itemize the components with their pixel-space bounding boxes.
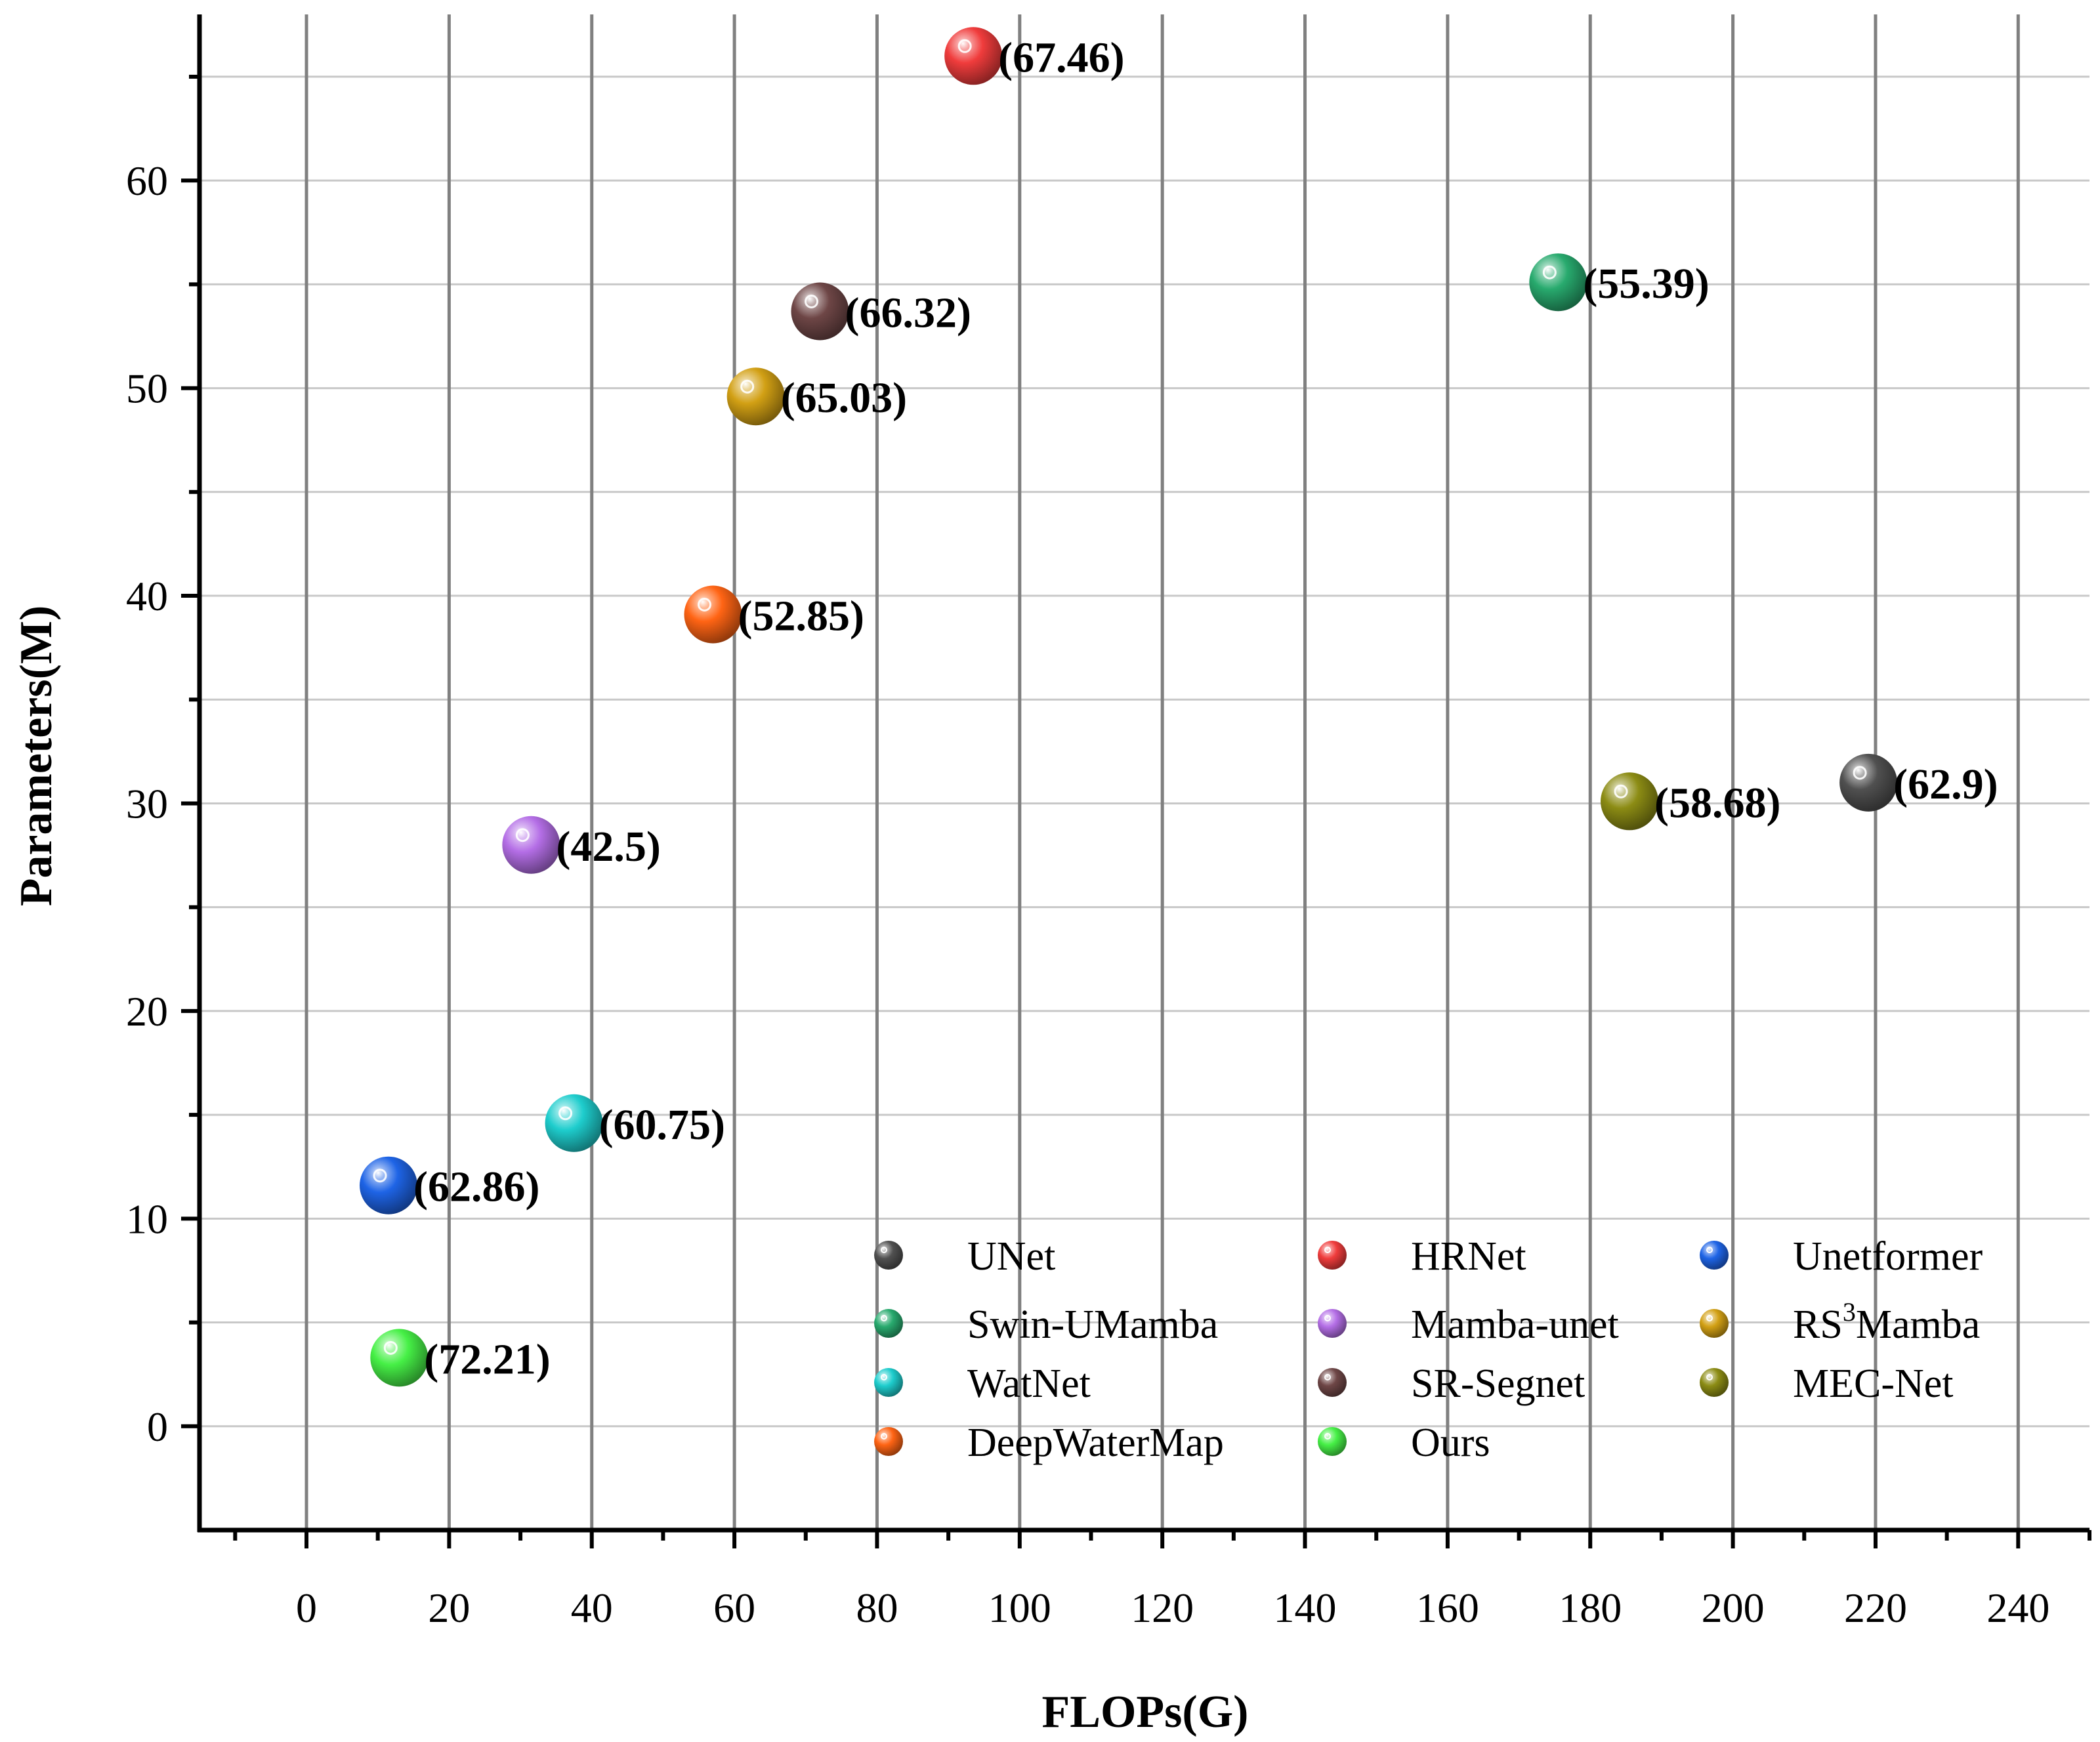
axes xyxy=(181,14,2091,1548)
point-unet xyxy=(1839,753,1898,812)
x-tick-label: 120 xyxy=(1131,1585,1194,1631)
tick-labels: 0 10 20 30 40 50 60 0 20 40 60 80 100 120 140 160 180 200… xyxy=(126,157,2049,1631)
data-label-rs3mamba: (65.03) xyxy=(781,374,907,422)
point-highlight xyxy=(1614,784,1628,798)
data-label-sr-segnet: (66.32) xyxy=(845,289,971,337)
point-highlight xyxy=(957,39,972,53)
legend-marker-deepwatermap xyxy=(874,1427,903,1456)
x-tick-label: 40 xyxy=(571,1585,613,1631)
legend-marker-highlight xyxy=(881,1433,887,1440)
y-tick-label: 20 xyxy=(126,988,168,1035)
data-label-mamba-unet: (42.5) xyxy=(556,823,660,871)
point-rs3mamba xyxy=(726,367,785,426)
x-tick-label: 80 xyxy=(856,1585,898,1631)
y-tick-label: 30 xyxy=(126,780,168,827)
legend-label-unetformer: Unetformer xyxy=(1793,1234,1983,1279)
legend-marker-highlight xyxy=(1706,1374,1713,1380)
x-tick-label: 100 xyxy=(988,1585,1051,1631)
point-highlight xyxy=(1542,265,1557,280)
legend-label-hrnet: HRNet xyxy=(1411,1234,1526,1279)
legend-marker-ours xyxy=(1318,1427,1347,1456)
point-highlight xyxy=(805,295,819,309)
y-tick-label: 0 xyxy=(147,1403,168,1450)
legend-marker-rs3mamba xyxy=(1700,1309,1729,1338)
data-label-deepwatermap: (52.85) xyxy=(738,592,864,640)
legend-marker-highlight xyxy=(1324,1247,1331,1253)
x-tick-label: 60 xyxy=(713,1585,755,1631)
y-tick-label: 10 xyxy=(126,1195,168,1242)
point-watnet xyxy=(545,1094,603,1152)
legend-label-swin-umamba: Swin-UMamba xyxy=(967,1302,1218,1347)
point-ours xyxy=(370,1329,429,1387)
point-highlight xyxy=(558,1106,573,1121)
legend-marker-watnet xyxy=(874,1368,903,1397)
legend-label-deepwatermap: DeepWaterMap xyxy=(967,1421,1224,1465)
legend-label-ours: Ours xyxy=(1411,1421,1490,1465)
legend-label-mec-net: MEC-Net xyxy=(1793,1361,1954,1406)
x-tick-label: 0 xyxy=(296,1585,317,1631)
legend-marker-hrnet xyxy=(1318,1241,1347,1270)
x-tick-label: 200 xyxy=(1702,1585,1765,1631)
legend-marker-highlight xyxy=(1324,1315,1331,1321)
data-label-unet: (62.9) xyxy=(1893,760,1998,808)
data-label-ours: (72.21) xyxy=(424,1335,550,1383)
data-labels: (62.9) (67.46) (62.86) (55.39) (42.5) (65.03)… xyxy=(413,33,1998,1383)
legend-marker-highlight xyxy=(881,1374,887,1380)
x-axis-title: FLOPs(G) xyxy=(1042,1687,1249,1737)
point-highlight xyxy=(697,598,711,612)
point-deepwatermap xyxy=(684,585,742,644)
y-tick-label: 40 xyxy=(126,573,168,619)
y-axis-title: Parameters(M) xyxy=(11,606,62,907)
x-tick-label: 180 xyxy=(1559,1585,1622,1631)
legend-marker-swin-umamba xyxy=(874,1309,903,1338)
data-label-watnet: (60.75) xyxy=(599,1101,725,1149)
point-hrnet xyxy=(944,27,1003,85)
legend-marker-mamba-unet xyxy=(1318,1309,1347,1338)
y-tick-label: 50 xyxy=(126,365,168,412)
legend-label-watnet: WatNet xyxy=(967,1361,1091,1406)
data-points xyxy=(360,27,1898,1387)
legend-marker-mec-net xyxy=(1700,1368,1729,1397)
legend-marker-sr-segnet xyxy=(1318,1368,1347,1397)
data-label-hrnet: (67.46) xyxy=(998,33,1124,81)
x-tick-label: 220 xyxy=(1844,1585,1907,1631)
point-mec-net xyxy=(1601,772,1659,831)
point-swin-umamba xyxy=(1529,253,1587,312)
legend-marker-highlight xyxy=(881,1315,887,1321)
x-tick-label: 140 xyxy=(1274,1585,1337,1631)
legend-marker-highlight xyxy=(881,1247,887,1253)
point-unetformer xyxy=(360,1156,417,1214)
legend-marker-highlight xyxy=(1324,1374,1331,1380)
legend-label-unet: UNet xyxy=(967,1234,1055,1279)
x-tick-label: 160 xyxy=(1416,1585,1479,1631)
point-highlight xyxy=(515,828,530,842)
legend-marker-highlight xyxy=(1706,1247,1713,1253)
point-highlight xyxy=(383,1340,398,1355)
legend-marker-highlight xyxy=(1706,1315,1713,1321)
point-mamba-unet xyxy=(502,816,560,874)
legend-marker-unet xyxy=(874,1241,903,1270)
data-label-unetformer: (62.86) xyxy=(413,1163,539,1211)
x-tick-label: 240 xyxy=(1986,1585,2049,1631)
point-highlight xyxy=(1853,766,1867,780)
data-label-swin-umamba: (55.39) xyxy=(1583,260,1709,308)
legend-marker-highlight xyxy=(1324,1433,1331,1440)
point-highlight xyxy=(740,379,755,394)
x-tick-label: 20 xyxy=(428,1585,470,1631)
data-label-mec-net: (58.68) xyxy=(1654,779,1780,827)
legend: UNet HRNet Unetformer Swin-UMamba Mamba-unet… xyxy=(874,1234,1983,1465)
legend-marker-unetformer xyxy=(1700,1241,1729,1270)
point-sr-segnet xyxy=(791,282,849,341)
point-highlight xyxy=(373,1169,387,1183)
legend-label-rs3mamba: RS3Mamba xyxy=(1793,1297,1980,1347)
y-tick-label: 60 xyxy=(126,157,168,204)
legend-label-mamba-unet: Mamba-unet xyxy=(1411,1302,1619,1347)
grid xyxy=(200,14,2090,1530)
legend-label-sr-segnet: SR-Segnet xyxy=(1411,1361,1585,1406)
